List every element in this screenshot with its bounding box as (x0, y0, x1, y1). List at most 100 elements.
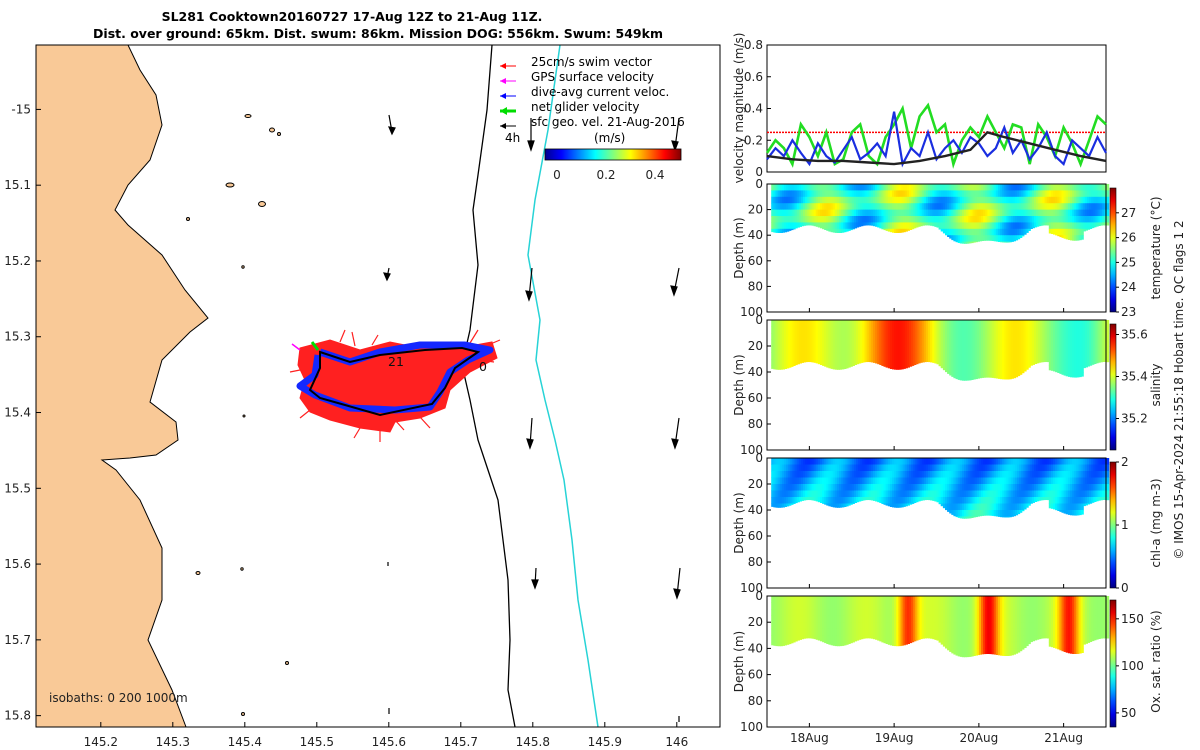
section-cell (783, 326, 788, 334)
section-cell (955, 196, 959, 204)
section-cell (798, 203, 802, 210)
section-cell (822, 464, 826, 472)
section-cell (813, 203, 817, 210)
section-cell (1074, 510, 1078, 516)
section-cell (843, 228, 847, 233)
section-cell (773, 477, 777, 485)
section-cell (997, 320, 1002, 327)
section-cell (866, 596, 870, 603)
section-cell (976, 628, 980, 636)
section-cell (839, 339, 843, 347)
section-cell (779, 458, 783, 465)
section-cell (779, 320, 783, 327)
section-cell (989, 596, 993, 603)
section-cell (1044, 184, 1048, 191)
section-cell (839, 216, 843, 223)
section-cell (1057, 497, 1061, 504)
section-cell (860, 615, 864, 623)
section-cell (870, 203, 874, 210)
section-cell (872, 497, 877, 501)
section-cell (953, 352, 957, 360)
section-cell (1012, 320, 1016, 327)
section-cell (881, 471, 885, 478)
section-cell (1031, 196, 1035, 204)
section-cell (847, 184, 851, 191)
section-cell (909, 609, 913, 616)
section-cell (1006, 615, 1010, 623)
section-cell (771, 471, 775, 478)
section-cell (1017, 602, 1021, 610)
section-cell (775, 490, 779, 498)
section-cell (856, 216, 860, 223)
section-cell (868, 196, 872, 204)
section-cell (1078, 228, 1082, 236)
section-cell (815, 484, 819, 491)
section-cell (991, 497, 995, 504)
section-cell (836, 196, 841, 204)
section-cell (805, 471, 809, 478)
section-cell (1063, 365, 1067, 373)
section-cell (983, 203, 987, 210)
section-cell (930, 326, 934, 334)
section-cell (809, 615, 813, 623)
section-cell (1089, 196, 1093, 204)
section-cell (906, 216, 910, 223)
section-cell (1029, 484, 1033, 491)
section-cell (807, 596, 811, 603)
section-cell (779, 471, 783, 478)
section-cell (792, 190, 796, 198)
section-cell (934, 222, 938, 227)
section-cell (1017, 190, 1021, 198)
section-cell (949, 184, 953, 191)
section-cell (1002, 641, 1006, 649)
section-cell (995, 641, 999, 649)
section-cell (1010, 477, 1014, 485)
section-cell (968, 320, 972, 327)
section-cell (945, 490, 949, 498)
section-cell (803, 320, 807, 327)
section-cell (909, 628, 913, 636)
section-cell (997, 615, 1002, 623)
section-cell (883, 190, 887, 198)
section-cell (872, 477, 877, 485)
section-cell (955, 615, 959, 623)
section-cell (983, 235, 987, 241)
section-cell (959, 471, 963, 478)
section-cell (1065, 190, 1069, 198)
section-cell (1023, 477, 1027, 485)
section-cell (966, 464, 970, 472)
section-cell (991, 615, 995, 623)
section-cell (817, 596, 821, 603)
section-cell (828, 346, 832, 353)
section-cell (1082, 471, 1086, 478)
section-cell (898, 471, 902, 478)
section-cell (955, 235, 959, 242)
section-cell (928, 216, 932, 223)
section-cell (991, 190, 995, 198)
section-cell (940, 628, 944, 636)
section-cell (815, 615, 819, 623)
section-cell (896, 602, 900, 610)
section-cell (860, 464, 864, 472)
section-cell (815, 497, 819, 502)
section-cell (953, 216, 957, 223)
section-cell (983, 190, 987, 198)
section-cell (955, 609, 959, 616)
section-cell (976, 216, 980, 223)
section-cell (790, 490, 794, 498)
section-cell (936, 346, 940, 353)
section-cell (959, 359, 963, 366)
section-cell (904, 602, 908, 610)
section-cell (809, 352, 813, 360)
velocity-panel: 00.20.40.60.8 velocity magnitude (m/s) (732, 33, 1107, 183)
section-cell (809, 196, 813, 204)
section-cell (792, 609, 796, 616)
section-cell (1106, 464, 1110, 472)
section-cell (974, 228, 978, 236)
section-cell (1027, 320, 1031, 327)
colorbar-tick-label: 35.2 (1121, 412, 1148, 426)
section-cell (987, 648, 991, 654)
section-cell (1072, 458, 1076, 465)
section-cell (824, 596, 828, 603)
section-cell (830, 216, 834, 223)
